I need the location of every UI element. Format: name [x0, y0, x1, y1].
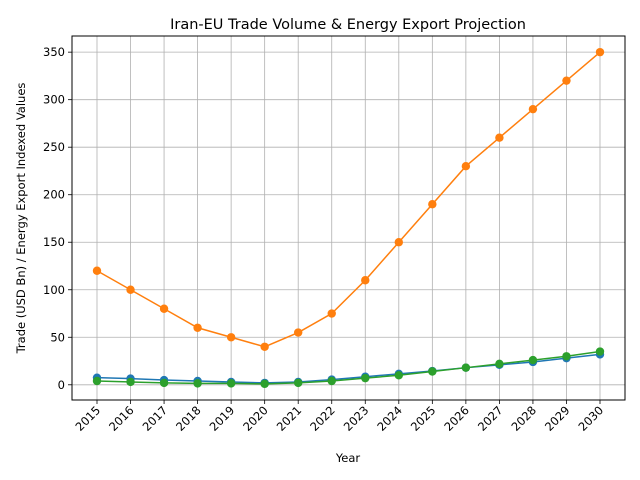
chart-title: Iran-EU Trade Volume & Energy Export Pro…	[170, 17, 526, 33]
data-point	[528, 104, 538, 114]
x-tick-label: 2029	[542, 403, 573, 434]
data-point	[394, 238, 403, 247]
data-point	[92, 376, 102, 386]
series-1	[92, 350, 605, 388]
series-line	[96, 353, 601, 384]
data-point	[260, 342, 269, 351]
data-point	[193, 379, 202, 388]
axis-ticks: 2015 2016 2017 2018 2019 2020 2021 2022 2023 2024…	[43, 45, 606, 434]
grid	[72, 36, 625, 400]
series-layer	[92, 47, 605, 389]
x-tick-label: 2028	[508, 403, 539, 434]
data-point	[562, 352, 571, 361]
y-tick-label: 0	[58, 378, 65, 392]
data-point	[394, 371, 403, 380]
data-point	[126, 377, 135, 387]
data-point	[294, 328, 303, 337]
data-point	[495, 359, 504, 369]
data-point	[294, 378, 303, 388]
series-line	[96, 350, 601, 385]
y-tick-label: 250	[43, 140, 65, 154]
data-point	[226, 379, 236, 388]
data-point	[327, 309, 336, 318]
data-point	[595, 347, 605, 356]
data-point	[226, 333, 236, 342]
x-tick-label: 2016	[106, 403, 137, 434]
x-tick-label: 2023	[341, 403, 372, 434]
x-tick-label: 2024	[374, 403, 405, 434]
x-tick-label: 2018	[173, 403, 204, 434]
x-tick-label: 2022	[307, 403, 338, 434]
series-3	[92, 347, 605, 389]
data-point	[159, 378, 169, 388]
data-point	[126, 285, 135, 294]
plot-frame	[71, 35, 626, 401]
series-2	[92, 47, 605, 351]
data-point	[428, 200, 437, 209]
x-axis-label: Year	[335, 451, 361, 465]
data-point	[528, 355, 538, 365]
data-point	[595, 47, 605, 57]
x-tick-label: 2026	[441, 403, 472, 434]
data-point	[461, 363, 471, 372]
y-tick-label: 350	[43, 45, 65, 59]
data-point	[159, 304, 169, 313]
y-tick-label: 300	[43, 93, 65, 107]
data-point	[428, 367, 437, 376]
x-tick-label: 2027	[475, 403, 506, 434]
y-tick-label: 150	[43, 235, 65, 249]
series-line	[96, 51, 601, 348]
y-tick-label: 50	[50, 330, 65, 344]
data-point	[260, 379, 269, 389]
data-point	[361, 373, 370, 383]
x-tick-label: 2017	[140, 403, 171, 434]
x-tick-label: 2025	[408, 403, 439, 434]
y-tick-label: 100	[43, 283, 65, 297]
data-point	[562, 76, 571, 85]
x-tick-label: 2020	[240, 403, 271, 434]
data-point	[361, 276, 370, 285]
data-point	[327, 376, 336, 386]
data-point	[461, 162, 471, 171]
x-tick-label: 2019	[207, 403, 238, 434]
x-tick-label: 2015	[73, 403, 104, 434]
data-point	[495, 133, 504, 142]
y-tick-label: 200	[43, 188, 65, 202]
x-tick-label: 2030	[576, 403, 607, 434]
data-point	[92, 266, 102, 275]
x-tick-label: 2021	[274, 403, 305, 434]
data-point	[193, 323, 202, 332]
y-axis-label: Trade (USD Bn) / Energy Export Indexed V…	[14, 83, 28, 355]
